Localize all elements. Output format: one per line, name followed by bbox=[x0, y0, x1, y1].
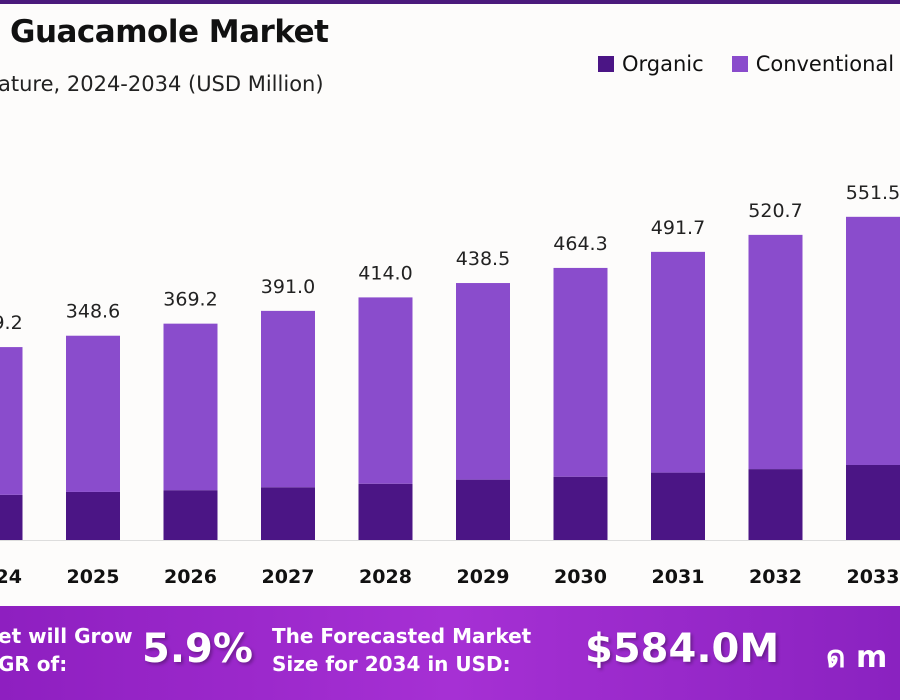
forecast-label-line1: The Forecasted Market bbox=[272, 624, 532, 648]
data-label-2030: 464.3 bbox=[553, 233, 607, 255]
x-tick-label-2026: 2026 bbox=[164, 566, 217, 588]
cagr-label-line2: GR of: bbox=[0, 652, 68, 676]
data-label-2031: 491.7 bbox=[651, 217, 705, 239]
bar-conventional-2026 bbox=[163, 323, 218, 491]
data-label-2024: 329.2 bbox=[0, 312, 23, 334]
top-border bbox=[0, 0, 900, 4]
forecast-value: $584.0M bbox=[585, 626, 780, 672]
x-tick-label-2024: 2024 bbox=[0, 566, 22, 588]
x-tick-label-2029: 2029 bbox=[457, 566, 510, 588]
data-label-2025: 348.6 bbox=[66, 301, 120, 323]
data-label-2027: 391.0 bbox=[261, 276, 315, 298]
data-label-2026: 369.2 bbox=[163, 289, 217, 311]
chart-title: Guacamole Market bbox=[10, 14, 329, 50]
bar-organic-2030 bbox=[553, 476, 608, 540]
logo-text: m bbox=[855, 640, 888, 675]
data-label-2033: 551.5 bbox=[846, 182, 900, 204]
bar-organic-2025 bbox=[66, 491, 120, 540]
bar-organic-2031 bbox=[651, 472, 705, 540]
summary-banner: et will Grow GR of: 5.9% The Forecasted M… bbox=[0, 606, 900, 700]
cagr-label-line1: et will Grow bbox=[0, 624, 133, 648]
legend-item-organic: Organic bbox=[598, 52, 704, 76]
legend-swatch-conventional bbox=[731, 56, 748, 72]
bar-conventional-2033 bbox=[846, 216, 900, 465]
x-tick-label-2031: 2031 bbox=[652, 566, 705, 588]
bar-conventional-2030 bbox=[553, 267, 608, 477]
legend: Organic Conventional bbox=[598, 52, 894, 76]
x-tick-label-2028: 2028 bbox=[359, 566, 412, 588]
x-tick-label-2032: 2032 bbox=[749, 566, 802, 588]
data-label-2029: 438.5 bbox=[456, 248, 510, 270]
legend-item-conventional: Conventional bbox=[731, 52, 895, 76]
bar-conventional-2029 bbox=[456, 283, 510, 480]
bar-organic-2026 bbox=[163, 490, 218, 540]
bar-conventional-2025 bbox=[66, 335, 120, 492]
bar-conventional-2031 bbox=[651, 251, 705, 473]
bar-organic-2027 bbox=[261, 487, 315, 540]
chart-subtitle: ature, 2024-2034 (USD Million) bbox=[0, 72, 324, 96]
x-tick-label-2027: 2027 bbox=[262, 566, 315, 588]
bar-organic-2028 bbox=[358, 483, 413, 540]
bar-conventional-2032 bbox=[748, 234, 803, 470]
legend-label: Conventional bbox=[755, 52, 895, 76]
bar-chart: 329.2 2024 348.6 2025 369.2 2026 391.0 2027 414.… bbox=[0, 182, 900, 588]
cagr-label: et will Grow GR of: bbox=[0, 622, 133, 678]
legend-swatch-organic bbox=[598, 56, 614, 72]
bar-conventional-2024 bbox=[0, 347, 23, 495]
data-label-2032: 520.7 bbox=[748, 200, 802, 222]
forecast-label: The Forecasted Market Size for 2034 in US… bbox=[272, 622, 531, 678]
x-tick-label-2033: 2033 bbox=[847, 566, 900, 588]
bar-conventional-2027 bbox=[261, 310, 315, 488]
cagr-value: 5.9% bbox=[142, 626, 253, 672]
legend-label: Organic bbox=[622, 52, 704, 76]
brand-logo: ด m bbox=[826, 634, 887, 681]
bar-organic-2029 bbox=[456, 479, 510, 540]
x-tick-label-2025: 2025 bbox=[67, 566, 120, 588]
x-tick-label-2030: 2030 bbox=[554, 566, 607, 588]
forecast-label-line2: Size for 2034 in USD: bbox=[272, 652, 511, 676]
data-label-2028: 414.0 bbox=[358, 262, 412, 284]
bar-organic-2033 bbox=[846, 464, 900, 540]
bar-organic-2032 bbox=[748, 469, 803, 540]
bar-conventional-2028 bbox=[358, 297, 413, 484]
bar-organic-2024 bbox=[0, 494, 23, 540]
logo-mark-icon: ด bbox=[826, 640, 846, 675]
